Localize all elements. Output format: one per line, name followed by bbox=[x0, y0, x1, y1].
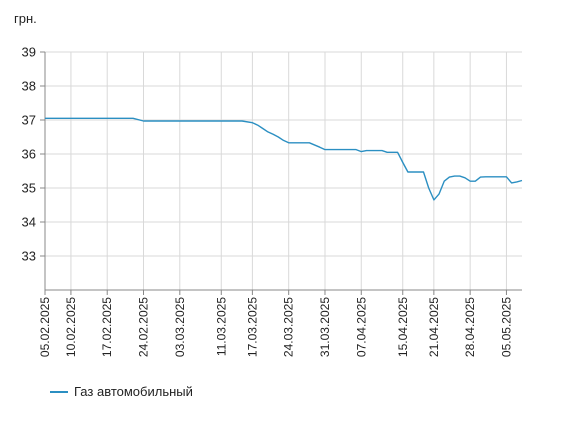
y-tick-label: 35 bbox=[22, 181, 36, 196]
y-tick-label: 38 bbox=[22, 79, 36, 94]
x-tick-label: 17.02.2025 bbox=[100, 297, 114, 357]
legend-swatch bbox=[50, 390, 68, 393]
x-tick-label: 05.05.2025 bbox=[499, 297, 513, 357]
y-tick-label: 36 bbox=[22, 147, 36, 162]
series-line bbox=[45, 117, 523, 201]
y-tick-label: 34 bbox=[22, 215, 36, 230]
x-tick-label: 31.03.2025 bbox=[318, 297, 332, 357]
y-tick-label: 37 bbox=[22, 113, 36, 128]
x-tick-label: 17.03.2025 bbox=[245, 297, 259, 357]
y-tick-label: 33 bbox=[22, 249, 36, 264]
x-tick-label: 11.03.2025 bbox=[214, 297, 228, 356]
y-axis-unit-label: грн. bbox=[14, 11, 37, 26]
x-tick-label: 28.04.2025 bbox=[463, 297, 477, 357]
x-tick-label: 03.03.2025 bbox=[173, 297, 187, 357]
x-tick-label: 05.02.2025 bbox=[38, 297, 52, 357]
x-tick-label: 10.02.2025 bbox=[64, 297, 78, 357]
legend-label: Газ автомобильный bbox=[74, 384, 193, 399]
x-tick-label: 24.02.2025 bbox=[137, 297, 151, 357]
x-tick-label: 15.04.2025 bbox=[396, 297, 410, 357]
x-tick-label: 24.03.2025 bbox=[282, 297, 296, 357]
legend: Газ автомобильный bbox=[50, 384, 193, 399]
x-tick-label: 07.04.2025 bbox=[354, 297, 368, 357]
y-tick-label: 39 bbox=[22, 45, 36, 60]
x-tick-label: 21.04.2025 bbox=[427, 297, 441, 357]
